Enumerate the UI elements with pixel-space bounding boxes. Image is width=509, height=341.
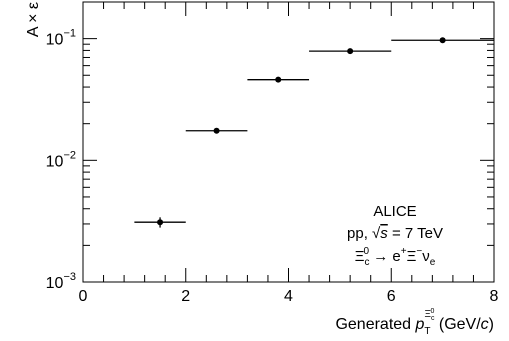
data-point	[157, 219, 164, 226]
x-axis-title-unit-close: )	[489, 316, 494, 333]
x-axis-title-sup-sub: c	[431, 315, 435, 322]
decay-e-sup: +	[401, 246, 407, 257]
decay-nu-sub: e	[430, 257, 436, 268]
decay-xi2-sup: −	[416, 246, 422, 257]
decay-arrow: → e	[369, 248, 401, 265]
decay-nu: ν	[422, 248, 430, 265]
y-axis-title: A × ε	[25, 2, 42, 37]
annotation-experiment: ALICE	[373, 203, 416, 220]
data-points	[134, 37, 494, 228]
x-axis-title-sup-sup: 0	[431, 308, 435, 315]
x-tick-label: 4	[284, 288, 293, 305]
x-axis-title-unit-c: c	[481, 316, 489, 333]
y-tick-label: 10−1	[46, 28, 76, 49]
y-tick-label: 10−3	[46, 271, 76, 292]
data-point	[275, 76, 282, 83]
axis-ticks	[82, 1, 495, 283]
x-axis-title-p: p	[415, 316, 425, 333]
x-axis-title-sub: T	[424, 326, 430, 337]
data-point	[439, 37, 446, 44]
x-tick-label: 0	[79, 288, 88, 305]
y-tick-label: 10−2	[46, 149, 76, 170]
x-tick-label: 8	[490, 288, 499, 305]
data-point	[213, 127, 220, 134]
annotation-system-prefix: pp,	[347, 225, 372, 242]
annotation-sqrt: √	[372, 225, 381, 242]
data-point	[347, 48, 354, 55]
annotation-energy: = 7 TeV	[388, 225, 443, 242]
axis-tick-labels: 0 2 4 6 8 10−3 10−2 10−1	[46, 28, 499, 305]
decay-xi: Ξ	[355, 248, 365, 265]
x-axis-title: Generated pTΞc0 (GeV/c)	[335, 308, 494, 337]
decay-xi-sup: 0	[364, 246, 370, 257]
annotation-system: pp, √s = 7 TeV	[347, 225, 443, 242]
x-tick-label: 6	[387, 288, 396, 305]
annotation-decay: Ξc0 → e+Ξ−νe	[355, 246, 436, 268]
x-axis-title-prefix: Generated	[335, 316, 415, 333]
decay-xi2: Ξ	[407, 248, 417, 265]
x-axis-title-unit-open: (GeV/	[434, 316, 481, 333]
x-axis-title-sup: Ξ	[425, 309, 432, 320]
annotation-s: s	[380, 225, 388, 242]
decay-xi-sub: c	[365, 257, 370, 268]
x-tick-label: 2	[181, 288, 190, 305]
